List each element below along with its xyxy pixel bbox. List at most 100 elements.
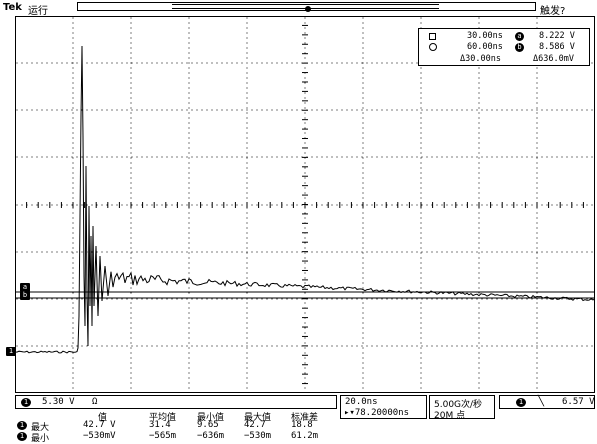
graticule-dot: [146, 251, 148, 253]
graticule-dot: [476, 156, 478, 158]
graticule-dot: [386, 204, 388, 206]
graticule-dot: [391, 298, 393, 300]
graticule-dot: [371, 298, 373, 300]
graticule-dot: [56, 109, 58, 111]
graticule-dot: [536, 122, 538, 124]
meas-header-value: 值: [98, 413, 108, 423]
graticule-dot: [556, 345, 558, 347]
graticule-dot: [420, 312, 422, 314]
graticule-dot: [46, 251, 48, 253]
graticule-dot: [72, 382, 74, 384]
graticule-dot: [196, 345, 198, 347]
graticule-dot: [420, 142, 422, 144]
graticule-dot: [130, 117, 132, 119]
graticule-dot: [72, 157, 74, 159]
graticule-dot: [130, 162, 132, 164]
graticule-dot: [481, 345, 483, 347]
graticule-dot: [106, 156, 108, 158]
graticule-dot: [376, 204, 378, 206]
graticule-dot: [304, 32, 306, 34]
graticule-dot: [246, 77, 248, 79]
graticule-dot: [188, 137, 190, 139]
graticule-dot: [420, 287, 422, 289]
graticule-dot: [420, 182, 422, 184]
graticule-dot: [441, 251, 443, 253]
graticule-dot: [186, 156, 188, 158]
graticule-dot: [420, 212, 422, 214]
graticule-dot: [188, 372, 190, 374]
graticule-dot: [420, 382, 422, 384]
graticule-dot: [72, 222, 74, 224]
graticule-dot: [246, 52, 248, 54]
graticule-dot: [116, 62, 118, 64]
graticule-dot: [362, 217, 364, 219]
graticule-dot: [72, 387, 74, 389]
graticule-dot: [371, 109, 373, 111]
graticule-dot: [188, 82, 190, 84]
graticule-dot: [251, 62, 253, 64]
graticule-dot: [536, 292, 538, 294]
graticule-dot: [491, 204, 493, 206]
graticule-dot: [46, 345, 48, 347]
graticule-dot: [536, 312, 538, 314]
graticule-dot: [566, 251, 568, 253]
graticule-dot: [226, 251, 228, 253]
graticule-dot: [226, 298, 228, 300]
graticule-dot: [72, 47, 74, 49]
graticule-dot: [246, 57, 248, 59]
graticule-dot: [478, 272, 480, 274]
graticule-dot: [478, 262, 480, 264]
graticule-dot: [362, 72, 364, 74]
graticule-dot: [130, 137, 132, 139]
graticule-dot: [336, 345, 338, 347]
graticule-dot: [478, 222, 480, 224]
graticule-dot: [186, 204, 188, 206]
graticule-dot: [456, 156, 458, 158]
graticule-dot: [478, 232, 480, 234]
graticule-dot: [131, 109, 133, 111]
trigger-setup-box[interactable]: 1 ╲ 6.57 V: [499, 395, 595, 409]
graticule-dot: [226, 156, 228, 158]
cursor-b-marker[interactable]: b: [20, 291, 30, 300]
graticule-dot: [216, 251, 218, 253]
graticule-dot: [188, 247, 190, 249]
graticule-dot: [72, 332, 74, 334]
graticule-dot: [66, 298, 68, 300]
graticule-dot: [420, 367, 422, 369]
graticule-dot: [456, 109, 458, 111]
graticule-dot: [531, 204, 533, 206]
graticule-dot: [246, 312, 248, 314]
graticule-dot: [96, 345, 98, 347]
graticule-dot: [541, 156, 543, 158]
graticule-dot: [36, 109, 38, 111]
graticule-dot: [431, 298, 433, 300]
graticule-dot: [188, 302, 190, 304]
graticule-dot: [246, 177, 248, 179]
graticule-dot: [304, 302, 306, 304]
graticule-dot: [231, 251, 233, 253]
graticule-dot: [446, 345, 448, 347]
graticule-dot: [304, 87, 306, 89]
graticule-dot: [72, 352, 74, 354]
graticule-dot: [231, 62, 233, 64]
graticule-dot: [72, 192, 74, 194]
graticule-dot: [130, 187, 132, 189]
timebase-box[interactable]: 20.0ns ▸▾78.20000ns: [340, 395, 427, 419]
channel-1-ground-marker[interactable]: 1: [6, 347, 16, 356]
graticule-dot: [276, 298, 278, 300]
graticule-dot: [31, 298, 33, 300]
graticule-dot: [304, 247, 306, 249]
cursor-a-marker[interactable]: a: [20, 283, 30, 292]
graticule-dot: [130, 82, 132, 84]
graticule-dot: [420, 162, 422, 164]
graticule-dot: [401, 62, 403, 64]
graticule-dot: [72, 67, 74, 69]
graticule-dot: [461, 204, 463, 206]
acquisition-box[interactable]: 5.00G次/秒 20M 点: [429, 395, 495, 421]
channel-1-setup-box[interactable]: 1 5.30 V Ω: [15, 395, 337, 409]
channel-1-trace: [15, 45, 595, 354]
graticule-dot: [362, 172, 364, 174]
graticule-dot: [216, 109, 218, 111]
graticule-dot: [126, 156, 128, 158]
graticule-dot: [304, 362, 306, 364]
